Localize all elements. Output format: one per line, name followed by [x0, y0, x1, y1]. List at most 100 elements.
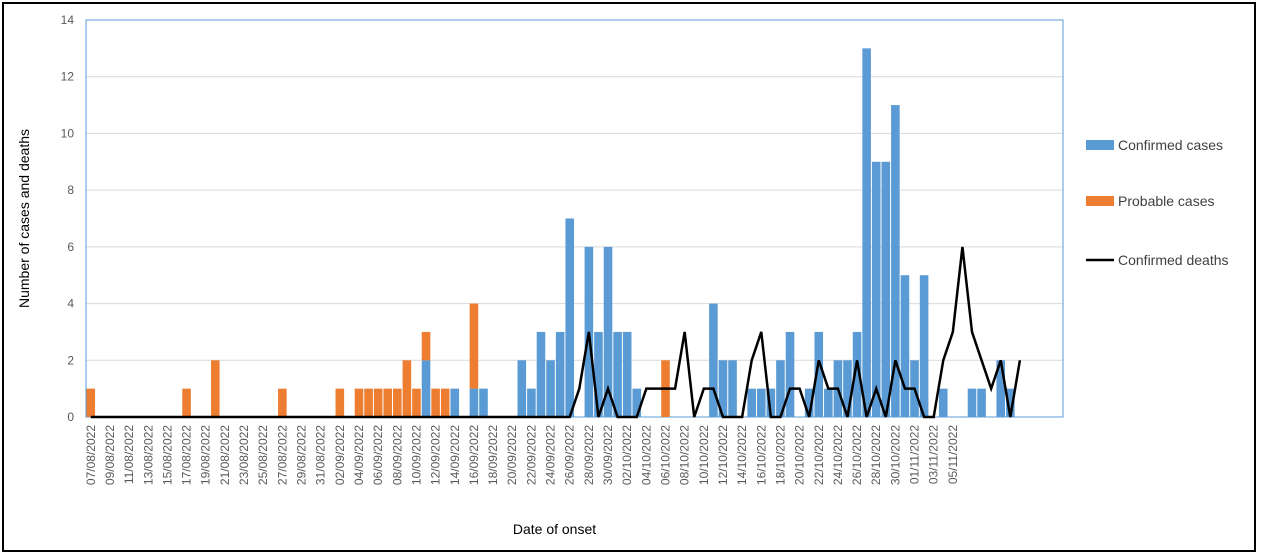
- y-tick-label: 8: [67, 183, 74, 197]
- legend-probable-cases-label: Probable cases: [1118, 193, 1215, 209]
- x-tick-label: 18/09/2022: [486, 425, 500, 485]
- x-tick-label: 06/09/2022: [371, 425, 385, 485]
- x-tick-label: 20/10/2022: [793, 425, 807, 485]
- x-tick-label: 13/08/2022: [141, 425, 155, 485]
- confirmed-cases-bar: [756, 388, 766, 417]
- confirmed-cases-bar: [977, 388, 986, 417]
- x-tick-label: 29/08/2022: [295, 425, 309, 485]
- confirmed-cases-bar: [479, 388, 488, 417]
- confirmed-cases-bar: [536, 331, 546, 417]
- confirmed-cases-bar: [967, 388, 977, 417]
- x-tick-label: 19/08/2022: [199, 425, 213, 485]
- confirmed-cases-bar: [718, 360, 728, 417]
- x-tick-label: 16/10/2022: [754, 425, 768, 485]
- x-axis-title: Date of onset: [513, 521, 596, 537]
- epi-curve-chart: 0 2 4 6 8 10 12 14 07/08/2022 09/08/2022 11/08/20…: [16, 13, 1229, 537]
- x-tick-label: 07/08/2022: [84, 425, 98, 485]
- confirmed-cases-bar: [469, 388, 479, 417]
- probable-cases-bar: [373, 388, 383, 417]
- x-tick-label: 28/09/2022: [582, 425, 596, 485]
- x-tick-label: 21/08/2022: [218, 425, 232, 485]
- confirmed-cases-bar: [632, 388, 642, 417]
- confirmed-cases-bar: [565, 218, 574, 417]
- probable-cases-bar: [278, 388, 287, 417]
- confirmed-cases-bar: [421, 360, 431, 417]
- y-tick-label: 14: [61, 13, 75, 27]
- y-tick-label: 6: [67, 240, 74, 254]
- y-axis-title: Number of cases and deaths: [16, 129, 32, 308]
- confirmed-cases-bar: [766, 388, 776, 417]
- confirmed-cases-bar: [804, 388, 814, 417]
- x-tick-label: 31/08/2022: [314, 425, 328, 485]
- confirmed-cases-bar: [613, 331, 622, 417]
- probable-cases-bar: [335, 388, 345, 417]
- gridlines: [86, 19, 1063, 418]
- bars-group: [86, 48, 1015, 418]
- confirmed-cases-bar: [919, 275, 929, 417]
- confirmed-cases-bar: [900, 275, 910, 417]
- x-tick-label: 12/09/2022: [429, 425, 443, 485]
- x-tick-label: 02/10/2022: [620, 425, 634, 485]
- confirmed-deaths-line: [90, 246, 1022, 419]
- x-tick-label: 11/08/2022: [122, 425, 136, 484]
- legend-confirmed-deaths-label: Confirmed deaths: [1118, 252, 1229, 268]
- x-tick-label: 14/09/2022: [448, 425, 462, 485]
- x-axis-tick-labels: 07/08/2022 09/08/2022 11/08/2022 13/08/2022…: [84, 425, 960, 485]
- x-tick-label: 08/09/2022: [390, 425, 404, 485]
- probable-cases-bar: [412, 388, 421, 417]
- confirmed-cases-bar: [881, 161, 891, 417]
- confirmed-cases-bar: [747, 388, 756, 417]
- probable-cases-bar: [440, 388, 450, 417]
- probable-cases-bar: [211, 360, 220, 417]
- confirmed-cases-bar: [594, 331, 603, 417]
- confirmed-cases-bar: [814, 331, 824, 417]
- x-tick-label: 24/10/2022: [831, 425, 845, 485]
- chart-frame: 0 2 4 6 8 10 12 14 07/08/2022 09/08/2022 11/08/20…: [2, 2, 1256, 552]
- x-tick-label: 15/08/2022: [160, 425, 174, 485]
- x-tick-label: 16/09/2022: [467, 425, 481, 485]
- confirmed-cases-bar: [843, 360, 852, 417]
- confirmed-cases-bar: [546, 360, 555, 417]
- confirmed-cases-bar: [852, 331, 862, 417]
- confirmed-cases-bar: [1006, 388, 1015, 417]
- confirmed-cases-bar: [891, 105, 900, 418]
- confirmed-cases-bar: [776, 360, 785, 417]
- x-tick-label: 18/10/2022: [773, 425, 787, 485]
- confirmed-cases-bar: [824, 388, 833, 417]
- probable-cases-bar: [354, 388, 364, 417]
- x-tick-label: 08/10/2022: [678, 425, 692, 485]
- x-tick-label: 12/10/2022: [716, 425, 730, 485]
- probable-cases-bar: [469, 303, 479, 389]
- x-tick-label: 27/08/2022: [275, 425, 289, 485]
- x-tick-label: 10/09/2022: [409, 425, 423, 485]
- x-tick-label: 26/10/2022: [850, 425, 864, 485]
- y-tick-label: 0: [67, 410, 74, 424]
- x-tick-label: 30/09/2022: [601, 425, 615, 485]
- y-tick-label: 10: [61, 126, 75, 140]
- probable-cases-bar: [364, 388, 373, 417]
- x-tick-label: 06/10/2022: [658, 425, 672, 485]
- confirmed-cases-bar: [555, 331, 565, 417]
- confirmed-cases-bar: [785, 331, 795, 417]
- x-tick-label: 28/10/2022: [869, 425, 883, 485]
- x-tick-label: 14/10/2022: [735, 425, 749, 485]
- x-tick-label: 02/09/2022: [333, 425, 347, 485]
- x-tick-label: 25/08/2022: [256, 425, 270, 485]
- legend-confirmed-cases-label: Confirmed cases: [1118, 137, 1223, 153]
- x-tick-label: 10/10/2022: [697, 425, 711, 485]
- confirmed-cases-bar: [996, 360, 1006, 417]
- probable-cases-bar: [393, 388, 402, 417]
- y-axis-tick-labels: 0 2 4 6 8 10 12 14: [61, 13, 75, 424]
- x-tick-label: 09/08/2022: [103, 425, 117, 485]
- x-tick-label: 24/09/2022: [544, 425, 558, 485]
- x-tick-label: 22/09/2022: [524, 425, 538, 485]
- x-tick-label: 05/11/2022: [946, 425, 960, 484]
- x-tick-label: 20/09/2022: [505, 425, 519, 485]
- y-tick-label: 2: [67, 353, 74, 367]
- x-tick-label: 23/08/2022: [237, 425, 251, 485]
- legend-probable-cases-swatch: [1086, 196, 1114, 206]
- confirmed-cases-bar: [603, 246, 613, 417]
- confirmed-cases-bar: [527, 388, 536, 417]
- probable-cases-bar: [421, 331, 431, 361]
- confirmed-cases-bar: [517, 360, 527, 417]
